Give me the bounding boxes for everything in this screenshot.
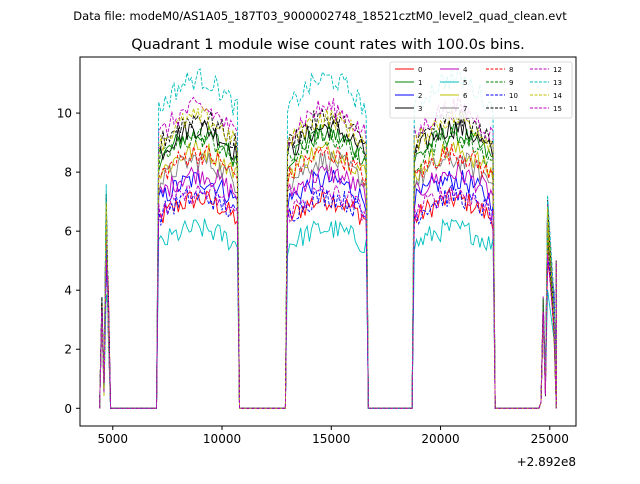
series-line-1 (99, 122, 557, 409)
legend-label-12: 12 (553, 66, 562, 74)
legend-label-2: 2 (418, 92, 422, 100)
legend-box (389, 61, 573, 119)
series-line-9 (99, 125, 557, 409)
chart-title: Quadrant 1 module wise count rates with … (131, 37, 525, 53)
legend-label-13: 13 (553, 79, 562, 87)
series-line-11 (99, 108, 557, 409)
series-line-13 (99, 67, 557, 409)
y-tick-label: 2 (64, 343, 72, 357)
series-line-0 (99, 187, 557, 409)
series-line-3 (99, 119, 557, 409)
legend-label-3: 3 (418, 105, 422, 113)
suptitle: Data file: modeM0/AS1A05_187T03_90000027… (73, 9, 567, 23)
x-axis: 5000 10000 15000 20000 25000 (98, 426, 569, 446)
series-line-8 (99, 144, 557, 409)
legend-label-11: 11 (509, 105, 518, 113)
x-tick-label: 15000 (312, 432, 350, 446)
series-line-10 (99, 184, 557, 409)
series-line-7 (99, 149, 557, 409)
y-tick-label: 8 (64, 166, 72, 180)
x-tick-label: 10000 (203, 432, 241, 446)
legend-label-10: 10 (509, 92, 518, 100)
legend-label-6: 6 (463, 92, 468, 100)
x-tick-label: 25000 (531, 432, 569, 446)
legend-label-8: 8 (509, 66, 513, 74)
legend-label-0: 0 (418, 66, 422, 74)
series-line-4 (99, 162, 557, 409)
series-line-6 (99, 139, 557, 409)
legend-label-9: 9 (509, 79, 513, 87)
x-offset-label: +2.892e8 (517, 455, 576, 469)
series-layer (99, 67, 557, 409)
legend-label-1: 1 (418, 79, 422, 87)
legend-label-15: 15 (553, 105, 562, 113)
legend-label-5: 5 (463, 79, 467, 87)
y-axis: 0 2 4 6 8 10 (57, 107, 80, 416)
x-tick-label: 5000 (98, 432, 129, 446)
y-tick-label: 6 (64, 225, 72, 239)
y-tick-label: 10 (57, 107, 72, 121)
series-line-5 (99, 218, 557, 409)
series-line-14 (99, 106, 557, 409)
legend-label-7: 7 (463, 105, 467, 113)
legend-label-4: 4 (463, 66, 468, 74)
series-line-15 (99, 183, 557, 409)
y-tick-label: 4 (64, 284, 72, 298)
x-tick-label: 20000 (421, 432, 459, 446)
y-tick-label: 0 (64, 402, 72, 416)
plot-frame (79, 56, 577, 427)
legend-label-14: 14 (553, 92, 562, 100)
